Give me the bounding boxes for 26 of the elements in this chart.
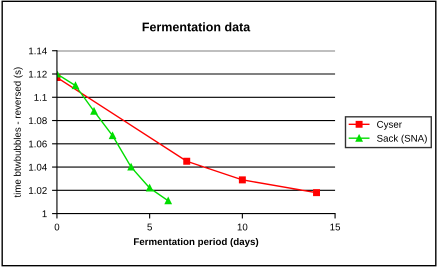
y-tick-label: 1.02 [29, 187, 47, 194]
x-tick-label: 15 [330, 224, 340, 230]
x-tick-label: 5 [147, 224, 152, 230]
y-tick-label: 1.06 [29, 140, 47, 148]
legend-label: Sack (SNA) [377, 134, 427, 144]
y-tick-label: 1.04 [29, 164, 47, 171]
point [90, 108, 98, 115]
point [183, 158, 190, 165]
x-tick-label: 0 [54, 224, 60, 230]
point [313, 189, 320, 196]
y-tick-label: 1 [42, 210, 47, 218]
y-tick-label: 1.08 [29, 117, 47, 124]
point [72, 82, 79, 90]
point [109, 132, 116, 140]
legend-label: Cyser [377, 120, 402, 130]
y-tick-label: 1.12 [29, 70, 47, 78]
y-axis-title: time btwbubbles - reversed (s) [14, 67, 23, 198]
x-axis-title: Fermentation period (days) [134, 238, 258, 248]
x-tick-label: 10 [238, 224, 248, 230]
y-tick-label: 1.14 [29, 48, 47, 54]
point [128, 164, 135, 171]
chart-title: Fermentation data [142, 22, 250, 32]
point [238, 176, 246, 184]
point [164, 197, 172, 204]
point [146, 184, 154, 192]
y-tick-label: 1.1 [34, 94, 47, 101]
